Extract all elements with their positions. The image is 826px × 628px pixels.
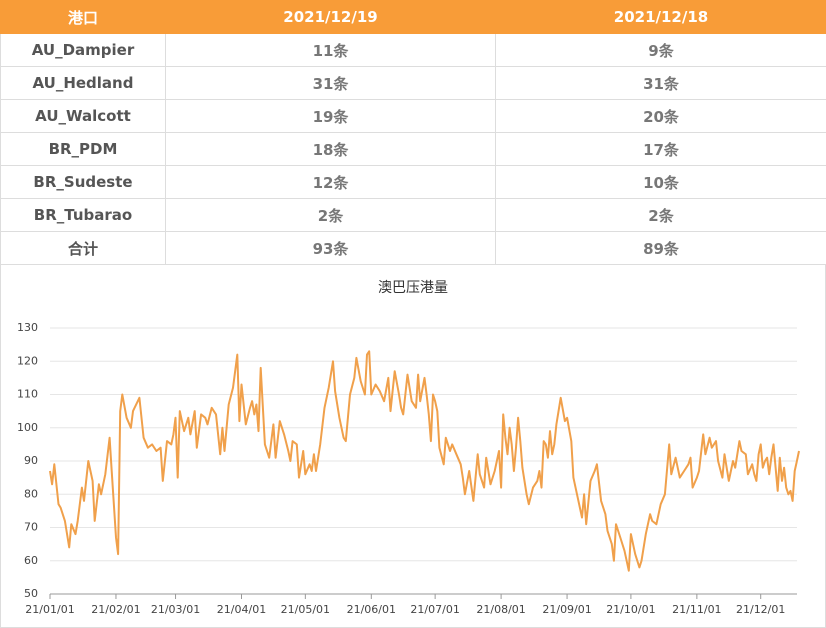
x-tick-label: 21/06/01	[347, 603, 396, 616]
port-cell: AU_Walcott	[0, 99, 166, 133]
value-cell: 89条	[495, 231, 826, 265]
table-row: BR_Tubarao 2条 2条	[0, 198, 826, 232]
value-cell: 18条	[165, 132, 496, 166]
value-cell: 9条	[495, 33, 826, 67]
y-tick-label: 50	[24, 587, 38, 600]
value-cell: 2条	[495, 198, 826, 232]
table-body: AU_Dampier 11条 9条 AU_Hedland 31条 31条 AU_Walcot…	[0, 33, 826, 265]
value-cell: 10条	[495, 165, 826, 199]
port-table: 港口 2021/12/19 2021/12/18 AU_Dampier 11条 9条 AU…	[0, 0, 826, 265]
table-row: BR_Sudeste 12条 10条	[0, 165, 826, 199]
value-cell: 2条	[165, 198, 496, 232]
y-tick-label: 90	[24, 454, 38, 467]
port-cell: AU_Hedland	[0, 66, 166, 100]
x-tick-label: 21/04/01	[217, 603, 266, 616]
series-line	[49, 350, 800, 572]
header-row: 港口 2021/12/19 2021/12/18	[0, 0, 826, 34]
chart: 澳巴压港量 50 60 70 80 90 100 110 120 130 21/01/01 21/0…	[0, 264, 826, 628]
header-cell: 2021/12/19	[165, 0, 496, 34]
table-row: AU_Walcott 19条 20条	[0, 99, 826, 133]
x-tick-label: 21/03/01	[151, 603, 200, 616]
port-cell: BR_PDM	[0, 132, 166, 166]
y-tick-label: 80	[24, 487, 38, 500]
table-row: 合计 93条 89条	[0, 231, 826, 265]
value-cell: 12条	[165, 165, 496, 199]
value-cell: 20条	[495, 99, 826, 133]
y-tick-label: 130	[17, 321, 38, 334]
x-tick-label: 21/07/01	[410, 603, 459, 616]
port-cell: BR_Tubarao	[0, 198, 166, 232]
y-tick-label: 100	[17, 421, 38, 434]
header-cell: 2021/12/18	[495, 0, 826, 34]
x-tick-label: 21/10/01	[606, 603, 655, 616]
value-cell: 31条	[495, 66, 826, 100]
header-cell: 港口	[0, 0, 166, 34]
y-tick-label: 60	[24, 554, 38, 567]
port-cell: BR_Sudeste	[0, 165, 166, 199]
chart-title: 澳巴压港量	[378, 280, 448, 296]
table-row: AU_Hedland 31条 31条	[0, 66, 826, 100]
table-row: AU_Dampier 11条 9条	[0, 33, 826, 67]
x-tick-label: 21/09/01	[542, 603, 591, 616]
x-tick-label: 21/02/01	[91, 603, 140, 616]
y-tick-label: 120	[17, 354, 38, 367]
table-row: BR_PDM 18条 17条	[0, 132, 826, 166]
y-tick-label: 70	[24, 521, 38, 534]
port-cell: 合计	[0, 231, 166, 265]
value-cell: 11条	[165, 33, 496, 67]
value-cell: 17条	[495, 132, 826, 166]
x-tick-label: 21/12/01	[736, 603, 785, 616]
value-cell: 19条	[165, 99, 496, 133]
port-cell: AU_Dampier	[0, 33, 166, 67]
value-cell: 31条	[165, 66, 496, 100]
x-tick-label: 21/08/01	[476, 603, 525, 616]
value-cell: 93条	[165, 231, 496, 265]
x-tick-label: 21/01/01	[25, 603, 74, 616]
x-tick-label: 21/11/01	[672, 603, 721, 616]
x-tick-label: 21/05/01	[281, 603, 330, 616]
y-tick-label: 110	[17, 388, 38, 401]
